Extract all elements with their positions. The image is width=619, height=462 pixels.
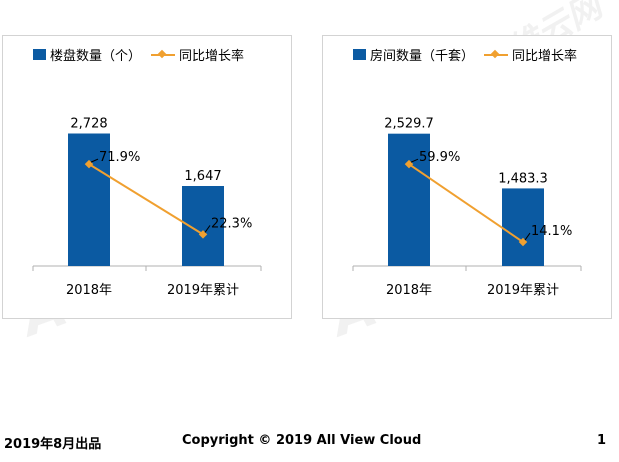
legend: 房间数量（千套） 同比增长率 (353, 45, 577, 64)
legend-bar-swatch (33, 49, 46, 60)
bar-0 (388, 133, 430, 266)
growth-label-1: 14.1% (531, 224, 572, 239)
x-tick-label-1: 2019年累计 (487, 283, 559, 298)
bar-label-1: 1,483.3 (498, 171, 548, 186)
page-number: 1 (597, 433, 607, 448)
legend-line-label: 同比增长率 (512, 49, 578, 64)
chart-svg-units: 2,728 1,647 71.9% 22.3% 2018年 2019年累计 (32, 116, 262, 298)
x-tick-label-1: 2019年累计 (167, 283, 239, 298)
growth-label-leader-1 (524, 232, 531, 241)
legend-line-swatch (484, 49, 509, 61)
legend: 楼盘数量（个） 同比增长率 (33, 45, 244, 64)
chart-panel-units: 楼盘数量（个） 同比增长率 2,728 1,647 71.9% 22.3% 2018年 2… (2, 35, 292, 319)
bar-label-0: 2,529.7 (384, 117, 434, 132)
legend-bar-label: 楼盘数量（个） (50, 49, 142, 64)
growth-label-leader-0 (90, 158, 99, 163)
bar-1 (502, 188, 544, 266)
growth-label-0: 59.9% (419, 150, 460, 165)
x-tick-label-0: 2018年 (66, 283, 112, 298)
growth-line (408, 163, 524, 243)
bar-0 (68, 133, 110, 266)
bar-label-0: 2,728 (70, 116, 107, 131)
growth-line (88, 163, 204, 236)
growth-label-0: 71.9% (99, 150, 140, 165)
bar-label-1: 1,647 (184, 169, 221, 184)
legend-line-label: 同比增长率 (179, 49, 245, 64)
growth-label-1: 22.3% (211, 216, 252, 231)
chart-svg-rooms: 2,529.7 1,483.3 59.9% 14.1% 2018年 2019年累计 (352, 117, 582, 298)
x-tick-label-0: 2018年 (386, 283, 432, 298)
footer-copyright: Copyright © 2019 All View Cloud (182, 433, 422, 448)
chart-panel-rooms: 房间数量（千套） 同比增长率 2,529.7 1,483.3 59.9% 14.1% 2… (322, 35, 612, 319)
legend-bar-swatch (353, 49, 366, 60)
legend-bar-label: 房间数量（千套） (370, 49, 475, 64)
growth-label-leader-0 (410, 158, 419, 163)
growth-label-leader-1 (204, 225, 211, 233)
legend-line-swatch (151, 49, 176, 61)
footer-date: 2019年8月出品 (4, 437, 102, 452)
